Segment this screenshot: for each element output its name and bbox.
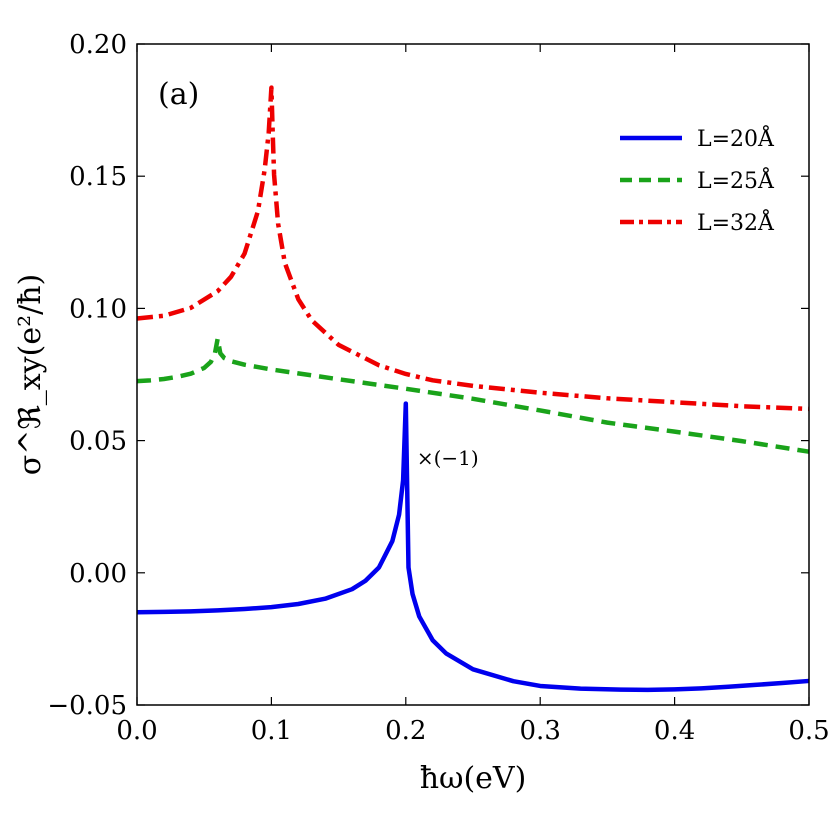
legend-label-1: L=20Å [697,124,775,152]
y-tick-label: 0.20 [69,30,127,60]
panel-label: (a) [158,77,199,112]
annotation-label: ×(−1) [417,446,479,470]
y-tick-label: 0.10 [69,294,127,324]
y-tick-label: 0.00 [69,559,127,589]
plot-frame [136,43,810,706]
x-tick-label: 0.3 [520,716,561,746]
x-tick-label: 0.2 [385,716,426,746]
x-tick-label: 0.5 [788,716,829,746]
axis-ticks: 0.0 0.1 0.2 0.3 0.4 0.5 −0.05 0.00 0.05 0.10 0.15 0… [47,30,829,746]
y-tick-label: −0.05 [47,691,127,721]
y-tick-label: 0.05 [69,427,127,457]
y-tick-label: 0.15 [69,162,127,192]
legend: L=20Å L=25Å L=32Å [620,124,775,236]
legend-label-3: L=32Å [697,208,775,236]
y-axis-label: σ^ℜ_xy(e²/ħ) [13,274,48,476]
legend-label-2: L=25Å [697,166,775,194]
plot-lines [136,85,810,693]
x-tick-label: 0.4 [654,716,695,746]
x-tick-label: 0.1 [251,716,292,746]
series-line-1 [136,401,810,693]
series-line-2 [136,336,810,454]
x-tick-label: 0.0 [116,716,157,746]
x-axis-label: ħω(eV) [420,761,527,796]
series-line-3 [136,85,810,412]
